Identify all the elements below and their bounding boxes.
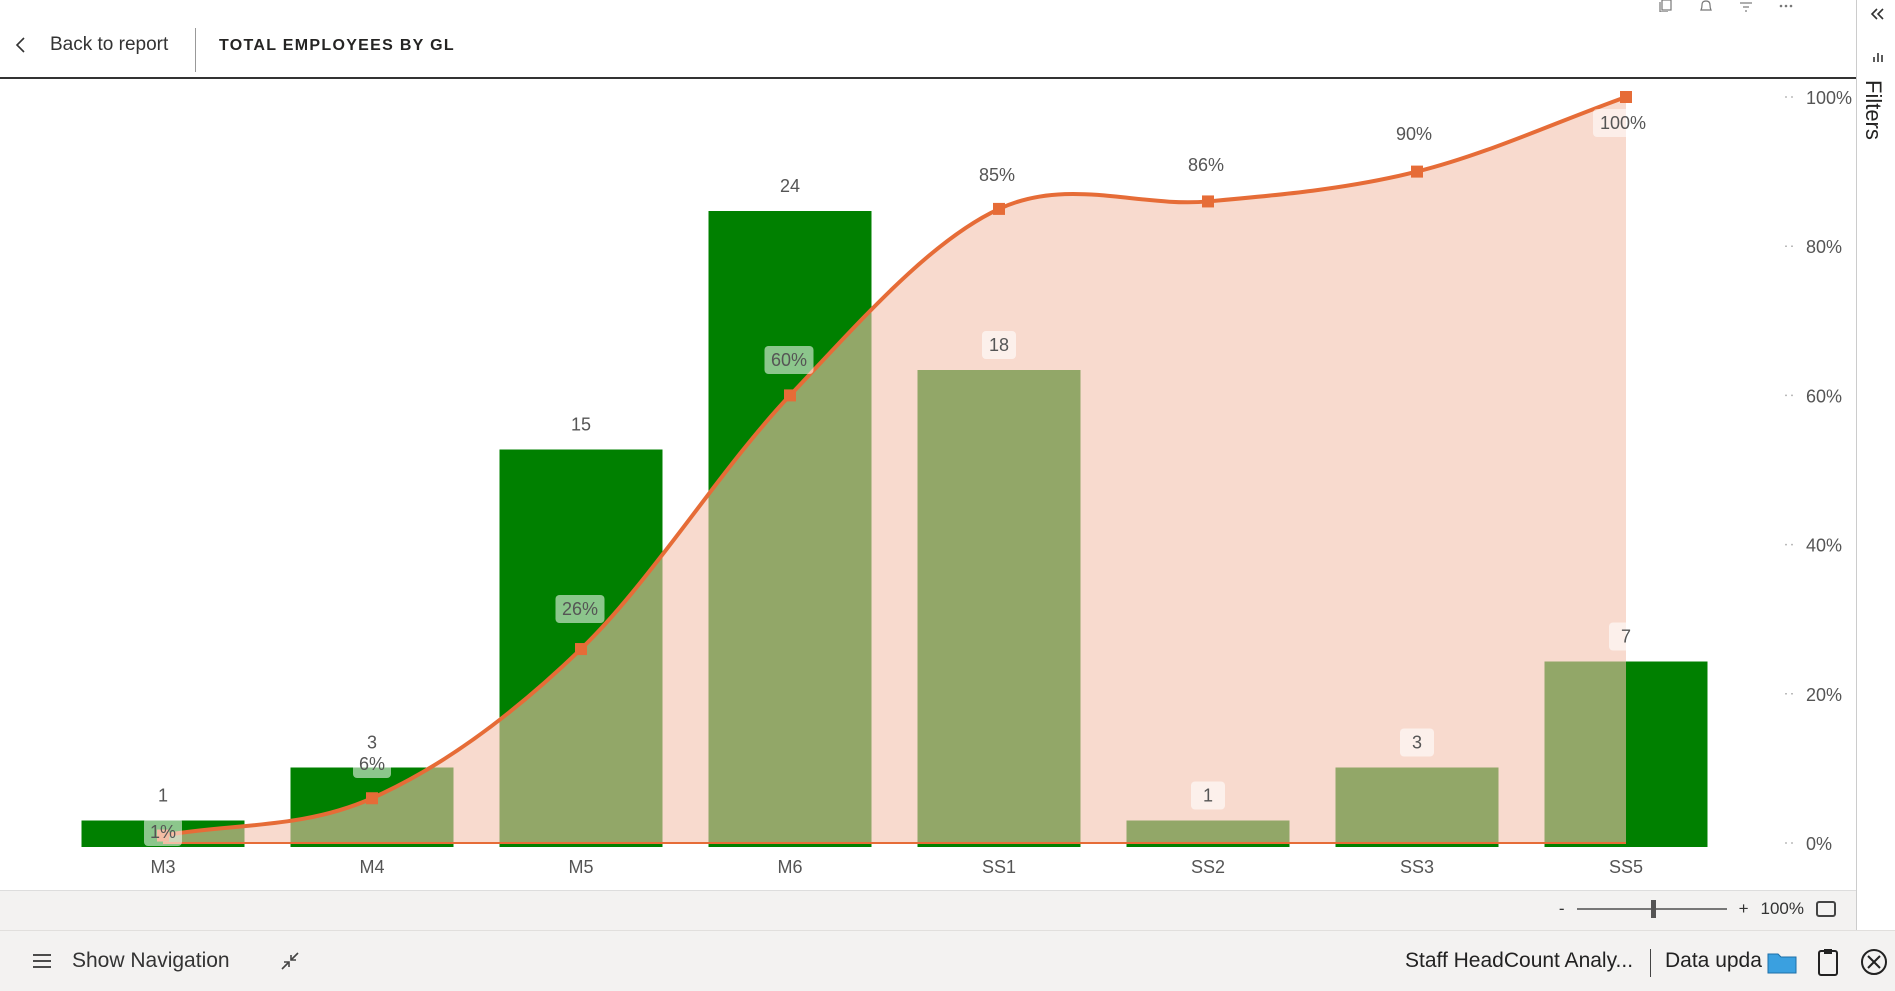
bottom-bar: Show Navigation Staff HeadCount Analy...…: [0, 930, 1895, 991]
back-to-report-label: Back to report: [50, 34, 169, 55]
zoom-level: 100%: [1760, 899, 1804, 918]
line-value-label: 1%: [150, 822, 176, 842]
page-title: TOTAL EMPLOYEES BY GL: [219, 37, 455, 54]
pareto-chart: 0% 20% 40% 60% 80% 100% M3 M4 M5 M6 SS1 SS2 SS3 SS5 1 3…: [0, 78, 1856, 890]
zoom-controls: - + 100%: [1559, 899, 1836, 919]
line-point-M5: [575, 643, 587, 656]
double-chevron-left-icon[interactable]: [1869, 6, 1885, 22]
bar-value-label: 24: [780, 176, 800, 196]
bar-label-bg: [1191, 781, 1225, 810]
y-right-tick-label: 60%: [1806, 386, 1842, 406]
bar-value-label: 7: [1621, 627, 1631, 647]
line-label-bg: [353, 750, 391, 778]
bar-value-label: 15: [571, 415, 591, 435]
chart-svg: 0% 20% 40% 60% 80% 100% M3 M4 M5 M6 SS1 SS2 SS3 SS5 1 3…: [81, 88, 1852, 877]
y-right-tick-label: 80%: [1806, 237, 1842, 257]
y-right-tick-label: 20%: [1806, 685, 1842, 705]
cumulative-line: [162, 95, 1627, 838]
x-tick-label: SS1: [982, 857, 1016, 877]
header: Back to report TOTAL EMPLOYEES BY GL: [0, 0, 1856, 79]
line-value-label: 100%: [1600, 113, 1646, 133]
bar-value-label: 18: [989, 335, 1009, 355]
bar-label-bg: [982, 331, 1016, 359]
x-tick-label: M3: [150, 857, 175, 877]
bottom-divider: [1650, 949, 1651, 977]
fit-to-page-icon[interactable]: [1816, 901, 1836, 917]
x-tick-label: M4: [359, 857, 384, 877]
line-value-label: 6%: [359, 754, 385, 774]
header-divider: [195, 28, 196, 72]
copy-icon[interactable]: [1656, 0, 1676, 16]
line-label-bg: [555, 595, 605, 623]
cumulative-area: [163, 97, 1626, 843]
line-point-M4: [366, 792, 378, 805]
line-label-bg: [144, 818, 182, 846]
y-right-tick-label: 100%: [1806, 88, 1852, 108]
chevron-left-icon: [15, 37, 25, 53]
y-right-tick-label: 40%: [1806, 536, 1842, 556]
y-right-tick-label: 0%: [1806, 834, 1832, 854]
zoom-bar: - + 100%: [0, 890, 1856, 931]
report-name[interactable]: Staff HeadCount Analy...: [1405, 949, 1634, 972]
line-point-SS2: [1202, 195, 1214, 208]
line-point-SS3: [1411, 165, 1423, 178]
visual-filter-icon[interactable]: [1871, 50, 1885, 62]
line-value-label: 60%: [771, 350, 807, 370]
x-tick-label: SS2: [1191, 857, 1225, 877]
show-navigation-label: Show Navigation: [72, 949, 230, 972]
bar-value-label: 1: [1203, 786, 1213, 806]
filters-pane-label[interactable]: Filters: [1861, 80, 1886, 140]
x-tick-label: M6: [777, 857, 802, 877]
x-tick-label: SS3: [1400, 857, 1434, 877]
more-options-icon[interactable]: [1776, 0, 1796, 16]
hamburger-icon: [33, 954, 51, 968]
data-updated-text: Data upda: [1665, 949, 1762, 972]
line-label-bg: [764, 346, 814, 374]
zoom-in-button[interactable]: +: [1738, 899, 1749, 918]
system-tray: [1766, 947, 1890, 977]
line-value-label: 86%: [1188, 155, 1224, 175]
collapse-arrows-icon[interactable]: [280, 951, 300, 971]
bar-label-bg: [1400, 728, 1434, 757]
bar-value-label: 3: [1412, 733, 1422, 753]
show-navigation-button[interactable]: Show Navigation: [32, 949, 230, 973]
bar-value-label: 3: [367, 733, 377, 753]
x-tick-label: SS5: [1609, 857, 1643, 877]
line-value-label: 90%: [1396, 124, 1432, 144]
bar-label-bg: [1609, 622, 1643, 651]
line-point-SS5: [1620, 91, 1632, 103]
x-tick-label: M5: [568, 857, 593, 877]
close-circle-icon[interactable]: [1858, 947, 1890, 977]
folder-icon[interactable]: [1766, 947, 1798, 977]
line-value-label: 85%: [979, 165, 1015, 185]
bell-icon[interactable]: [1696, 0, 1716, 16]
line-point-M6: [784, 389, 796, 402]
back-to-report-button[interactable]: Back to report: [14, 34, 168, 56]
line-point-SS1: [993, 202, 1005, 215]
top-toolbar: [1656, 0, 1796, 16]
clipboard-icon[interactable]: [1812, 947, 1844, 977]
line-label-bg: [1593, 109, 1653, 137]
zoom-out-button[interactable]: -: [1558, 899, 1565, 918]
zoom-slider-thumb[interactable]: [1650, 900, 1656, 918]
bar-value-label: 1: [158, 786, 168, 806]
filter-icon[interactable]: [1736, 0, 1756, 16]
filters-pane-collapsed[interactable]: [1856, 0, 1895, 930]
line-value-label: 26%: [562, 599, 598, 619]
zoom-slider[interactable]: [1576, 900, 1727, 918]
